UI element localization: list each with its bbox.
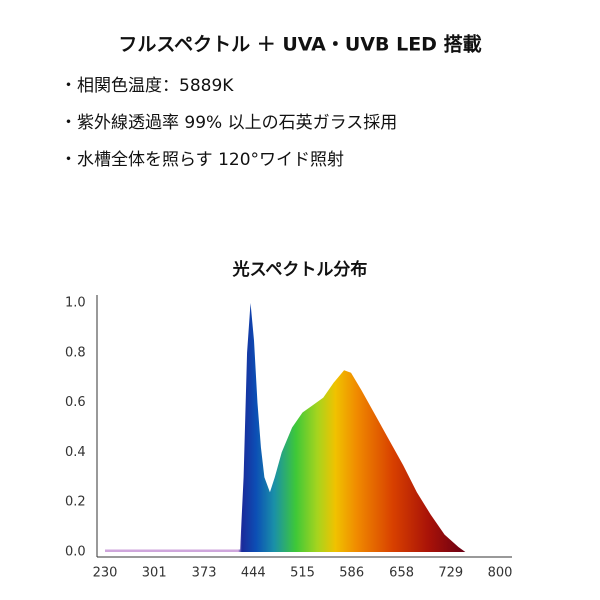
x-tick-label: 230: [93, 566, 118, 581]
x-tick-label: 373: [192, 566, 217, 581]
y-tick-label: 0.8: [65, 345, 86, 360]
y-tick-label: 0.4: [65, 445, 86, 460]
x-tick-label: 515: [290, 566, 315, 581]
x-tick-label: 444: [241, 566, 266, 581]
y-tick-label: 0.2: [65, 495, 86, 510]
chart-title: 光スペクトル分布: [232, 259, 368, 280]
x-tick-label: 729: [438, 566, 463, 581]
bullet: ・相関色温度：5889K: [60, 76, 234, 96]
y-tick-label: 0.6: [65, 395, 86, 410]
spectrum-area: [105, 303, 466, 552]
y-tick-label: 1.0: [65, 296, 86, 311]
bullet: ・紫外線透過率 99% 以上の石英ガラス採用: [60, 113, 397, 133]
y-tick-label: 0.0: [65, 545, 86, 560]
x-tick-label: 800: [488, 566, 513, 581]
title: フルスペクトル ＋ UVA・UVB LED 搭載: [118, 33, 481, 56]
x-tick-label: 658: [389, 566, 414, 581]
x-tick-label: 301: [142, 566, 167, 581]
bullet: ・水槽全体を照らす 120°ワイド照射: [60, 150, 344, 170]
x-tick-label: 586: [339, 566, 364, 581]
